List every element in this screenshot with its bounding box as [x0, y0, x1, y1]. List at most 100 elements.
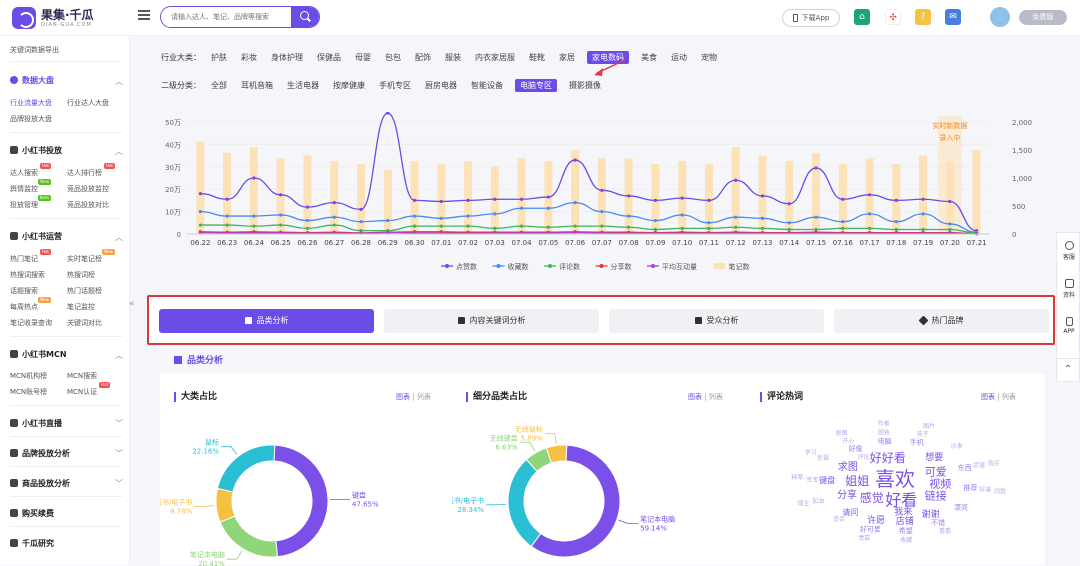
chart-view-toggle[interactable]: 图表 [396, 393, 410, 401]
materials-button[interactable]: 资料 [1057, 279, 1080, 299]
list-view-toggle[interactable]: 列表 [709, 393, 723, 401]
list-view-toggle[interactable]: 列表 [1002, 393, 1016, 401]
chevron-up-icon[interactable]: ︿ [115, 350, 123, 361]
industry-option-3[interactable]: 保健品 [315, 51, 343, 64]
industry-option-5[interactable]: 包包 [383, 51, 403, 64]
industry-option-12[interactable]: 美食 [639, 51, 659, 64]
sidebar-group-xhs-mcn[interactable]: 小红书MCN [10, 349, 67, 360]
menu-toggle-icon[interactable] [138, 10, 150, 22]
industry-option-1[interactable]: 彩妆 [239, 51, 259, 64]
donut-slice-value: 6.63% [495, 443, 518, 451]
chevron-down-icon[interactable]: ﹀ [115, 448, 123, 459]
sidebar-group-research[interactable]: 千瓜研究 [10, 538, 54, 549]
sidebar-group-product-analysis[interactable]: 商品投放分析 [10, 478, 70, 489]
sidebar-group-xhs-placement[interactable]: 小红书投放 [10, 145, 62, 156]
sub-category-option-6[interactable]: 智能设备 [469, 79, 505, 92]
sidebar-item-keyword-export[interactable]: 关键词数据导出 [10, 45, 59, 55]
app-button[interactable]: APP [1057, 317, 1080, 335]
chevron-down-icon[interactable]: ﹀ [115, 478, 123, 489]
chart-view-toggle[interactable]: 图表 [688, 393, 702, 401]
series-point-1 [627, 214, 630, 217]
chevron-up-icon[interactable]: ︿ [115, 76, 123, 87]
sub-category-option-4[interactable]: 手机专区 [377, 79, 413, 92]
sidebar-group-purchase[interactable]: 购买续费 [10, 508, 54, 519]
search-input[interactable] [161, 7, 291, 27]
tool-label: 资料 [1063, 292, 1075, 299]
tab-content-keyword-analysis[interactable]: 内容关键词分析 [384, 309, 599, 333]
sidebar-item-competitor-monitor[interactable]: 竞品投放监控 [67, 184, 109, 194]
sidebar-group-data-dashboard[interactable]: 数据大盘 [10, 75, 54, 86]
industry-option-9[interactable]: 鞋靴 [527, 51, 547, 64]
sidebar-item-brand-placement[interactable]: 品牌投放大盘 [10, 114, 52, 124]
logo[interactable]: 果集·千瓜 QIAN-GUA.COM [12, 7, 94, 29]
diamond-icon [918, 316, 928, 326]
chevron-up-icon[interactable]: ︿ [115, 232, 123, 243]
industry-option-14[interactable]: 宠物 [699, 51, 719, 64]
x-tick-label: 06.26 [297, 239, 318, 247]
avatar[interactable] [990, 7, 1010, 27]
sidebar-item-hot-search-rank[interactable]: 热搜词榜 [67, 270, 95, 280]
divider [10, 526, 122, 527]
hotword: 博主 [797, 499, 809, 507]
sidebar-item-mcn-search[interactable]: MCN搜索 [67, 371, 97, 381]
industry-option-6[interactable]: 配饰 [413, 51, 433, 64]
chevron-down-icon[interactable]: ﹀ [115, 418, 123, 429]
sidebar-item-hot-search[interactable]: 热搜词搜索 [10, 270, 45, 280]
sub-category-option-5[interactable]: 厨房电器 [423, 79, 459, 92]
sidebar-group-brand-analysis[interactable]: 品牌投放分析 [10, 448, 70, 459]
industry-option-7[interactable]: 服装 [443, 51, 463, 64]
sub-category-option-0[interactable]: 全部 [209, 79, 229, 92]
sidebar-item-label: MCN机构榜 [10, 372, 47, 380]
sidebar-item-competitor-compare[interactable]: 竞品投放对比 [67, 200, 109, 210]
gift-icon[interactable]: ⌂ [854, 9, 870, 25]
sub-category-donut: 笔记本电脑59.14%电纸书/电子书28.34%无线键盘6.63%无线鼠标5.8… [452, 406, 732, 566]
sidebar-item-topic-search[interactable]: 话题搜索 [10, 286, 38, 296]
sidebar-collapse-icon[interactable]: « [129, 299, 135, 309]
sidebar-item-keyword-compare[interactable]: 关键词对比 [67, 318, 102, 328]
sidebar-item-mcn-rank[interactable]: MCN机构榜 [10, 371, 47, 381]
sub-category-option-1[interactable]: 耳机音箱 [239, 79, 275, 92]
sidebar-item-industry-traffic[interactable]: 行业流量大盘 [10, 98, 52, 108]
industry-option-8[interactable]: 内衣家居服 [473, 51, 517, 64]
chart-view-toggle[interactable]: 图表 [981, 393, 995, 401]
series-point-0 [199, 192, 202, 195]
search-button[interactable] [291, 7, 319, 27]
sidebar-item-note-monitor[interactable]: 笔记监控 [67, 302, 95, 312]
industry-option-0[interactable]: 护肤 [209, 51, 229, 64]
sidebar-item-hot-topic-rank[interactable]: 热门话题榜 [67, 286, 102, 296]
sub-category-option-3[interactable]: 按摩健康 [331, 79, 367, 92]
customer-service-button[interactable]: 客服 [1057, 241, 1080, 261]
industry-option-4[interactable]: 母婴 [353, 51, 373, 64]
plan-badge[interactable]: 免费版 [1019, 10, 1067, 25]
sidebar-group-xhs-live[interactable]: 小红书直播 [10, 418, 62, 429]
industry-option-10[interactable]: 家居 [557, 51, 577, 64]
sidebar-item-mcn-account-rank[interactable]: MCN账号榜 [10, 387, 47, 397]
help-icon[interactable]: ? [915, 9, 931, 25]
list-view-toggle[interactable]: 列表 [417, 393, 431, 401]
tab-category-analysis[interactable]: 品类分析 [159, 309, 374, 333]
back-to-top-button[interactable]: ⌃ [1056, 358, 1080, 382]
apps-icon[interactable]: ✣ [885, 9, 901, 25]
chevron-up-icon[interactable]: ︿ [115, 146, 123, 157]
download-app-button[interactable]: 下载App [782, 9, 840, 27]
mail-icon[interactable]: ✉ [945, 9, 961, 25]
industry-option-2[interactable]: 身体护理 [269, 51, 305, 64]
tab-hot-brands[interactable]: 热门品牌 [834, 309, 1049, 333]
series-point-1 [466, 214, 469, 217]
sidebar-item-note-index[interactable]: 笔记收录查询 [10, 318, 52, 328]
sub-category-option-7[interactable]: 电脑专区 [515, 79, 557, 92]
tab-audience-analysis[interactable]: 受众分析 [609, 309, 824, 333]
industry-option-13[interactable]: 运动 [669, 51, 689, 64]
logo-title: 果集·千瓜 [41, 9, 94, 22]
sidebar-item-industry-kol[interactable]: 行业达人大盘 [67, 98, 109, 108]
sub-category-option-2[interactable]: 生活电器 [285, 79, 321, 92]
sidebar-group-xhs-operation[interactable]: 小红书运营 [10, 231, 62, 242]
